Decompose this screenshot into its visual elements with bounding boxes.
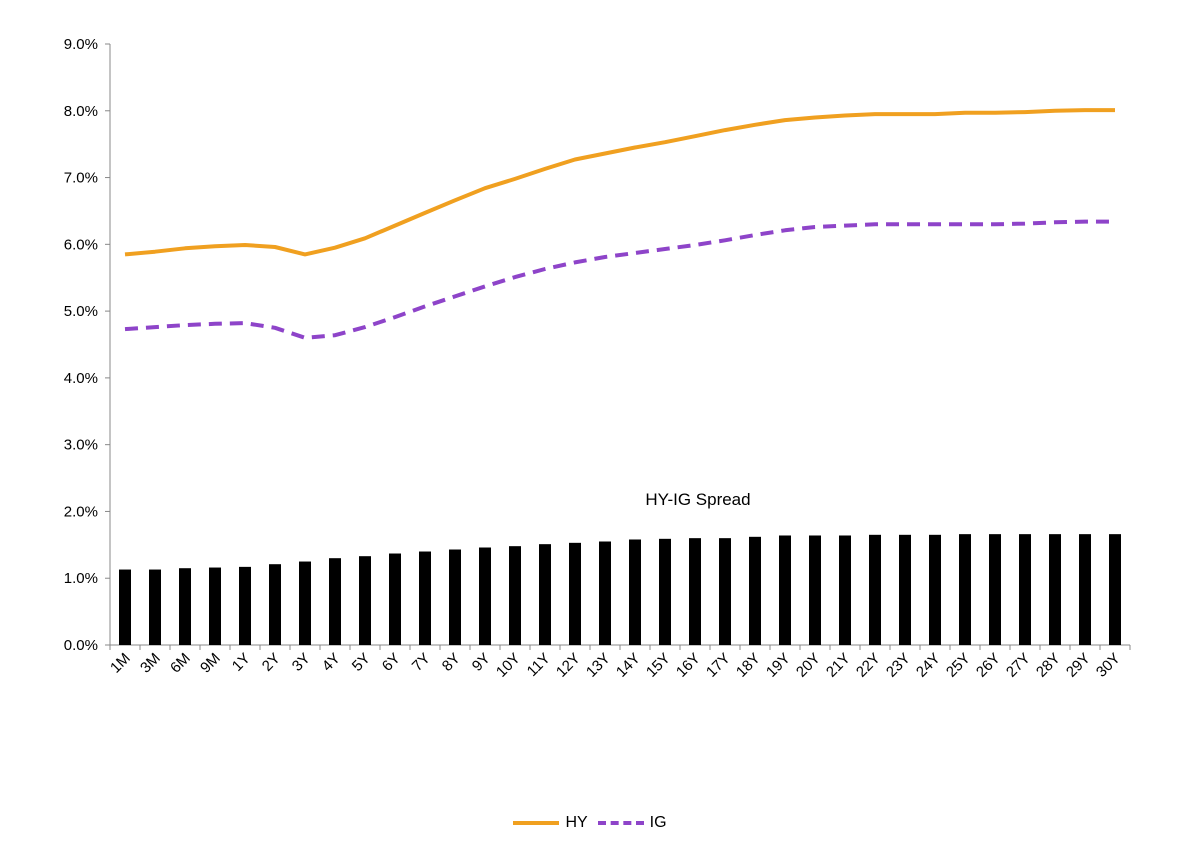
spread-bar <box>1049 534 1061 645</box>
x-tick-label: 3Y <box>289 650 314 675</box>
spread-bar <box>119 569 131 645</box>
x-tick-label: 8Y <box>439 650 464 675</box>
x-tick-label: 30Y <box>1093 650 1124 681</box>
spread-bar <box>659 538 671 645</box>
spread-bar <box>749 536 761 645</box>
spread-bar <box>359 556 371 645</box>
spread-bar <box>449 549 461 645</box>
spread-bar <box>299 561 311 645</box>
spread-bar <box>1019 534 1031 645</box>
x-tick-label: 6Y <box>379 650 404 675</box>
yield-lines <box>124 108 1115 340</box>
x-tick-label: 15Y <box>643 650 674 681</box>
spread-bar <box>689 538 701 645</box>
y-tick-label: 7.0% <box>64 170 98 187</box>
spread-bar <box>719 538 731 645</box>
x-tick-label: 7Y <box>409 650 434 675</box>
legend-label-ig: IG <box>649 814 667 831</box>
legend-swatch-ig <box>597 821 644 825</box>
legend-item-ig: IG <box>597 814 667 832</box>
spread-bar <box>179 568 191 645</box>
x-tick-label: 13Y <box>583 650 614 681</box>
x-tick-label: 25Y <box>943 650 974 681</box>
x-tick-label: 24Y <box>913 650 944 681</box>
x-tick-label: 29Y <box>1063 650 1094 681</box>
x-tick-label: 11Y <box>524 650 554 680</box>
y-tick-label: 6.0% <box>64 236 98 253</box>
x-tick-label: 4Y <box>319 650 344 675</box>
x-tick-label: 2Y <box>259 650 284 675</box>
y-tick-label: 4.0% <box>64 370 98 387</box>
x-tick-label: 28Y <box>1033 650 1064 681</box>
chart: 0.0% 1.0% 2.0% 3.0% 4.0% 5.0% 6.0% 7.0% 8.0% 9.0%… <box>64 36 1131 681</box>
spread-bar <box>899 534 911 645</box>
x-tick-label: 1Y <box>229 650 254 675</box>
spread-bar <box>929 534 941 645</box>
x-tick-label: 14Y <box>613 650 644 681</box>
spread-bar <box>569 542 581 645</box>
legend-label-hy: HY <box>565 814 588 831</box>
x-tick-label: 3M <box>137 650 164 677</box>
spread-bar <box>269 564 281 645</box>
legend-item-hy: HY <box>513 814 588 832</box>
spread-bar <box>989 534 1001 645</box>
legend: HY IG <box>0 814 1180 832</box>
x-tick-label: 26Y <box>973 650 1004 681</box>
y-tick-label: 1.0% <box>64 570 98 587</box>
spread-bar <box>839 535 851 645</box>
x-tick-label: 20Y <box>793 650 824 681</box>
x-tick-label: 6M <box>167 650 194 677</box>
spread-bar <box>599 541 611 645</box>
x-tick-label: 5Y <box>349 650 374 675</box>
x-tick-label: 18Y <box>733 650 764 681</box>
x-tick-label: 9M <box>197 650 224 677</box>
x-axis: 1M 3M 6M 9M 1Y 2Y 3Y 4Y 5Y 6Y 7Y 8Y 9Y 10Y 11Y 12Y 13Y 14… <box>107 644 1131 681</box>
x-tick-label: 17Y <box>703 650 734 681</box>
spread-bar <box>1079 534 1091 645</box>
spread-bar <box>539 544 551 645</box>
x-tick-label: 12Y <box>553 650 584 681</box>
spread-bar <box>779 535 791 645</box>
spread-bar <box>239 566 251 645</box>
spread-bar <box>329 558 341 645</box>
x-tick-label: 21Y <box>823 650 854 681</box>
x-tick-label: 9Y <box>469 650 494 675</box>
y-tick-label: 0.0% <box>64 637 98 654</box>
y-tick-label: 5.0% <box>64 303 98 320</box>
spread-bars <box>119 534 1121 645</box>
series-line-hy <box>124 108 1115 257</box>
x-tick-label: 23Y <box>883 650 914 681</box>
spread-bar <box>1109 534 1121 645</box>
y-tick-label: 3.0% <box>64 437 98 454</box>
x-tick-label: 10Y <box>493 650 524 681</box>
y-axis: 0.0% 1.0% 2.0% 3.0% 4.0% 5.0% 6.0% 7.0% 8.0% 9.0% <box>64 36 111 654</box>
spread-bar <box>509 546 521 645</box>
spread-bar <box>629 539 641 645</box>
y-tick-label: 8.0% <box>64 103 98 120</box>
x-tick-label: 1M <box>107 650 134 677</box>
spread-bar <box>869 534 881 645</box>
spread-bar <box>209 567 221 645</box>
spread-bar <box>959 534 971 645</box>
spread-annotation: HY-IG Spread <box>645 490 750 509</box>
legend-swatch-hy <box>513 821 560 825</box>
spread-bar <box>149 569 161 645</box>
spread-bar <box>419 551 431 645</box>
y-tick-label: 2.0% <box>64 503 98 520</box>
spread-bar <box>809 535 821 645</box>
x-tick-label: 22Y <box>853 650 884 681</box>
spread-bar <box>479 547 491 645</box>
y-tick-label: 9.0% <box>64 36 98 53</box>
spread-bar <box>389 553 401 645</box>
x-tick-label: 19Y <box>763 650 794 681</box>
x-tick-label: 16Y <box>673 650 704 681</box>
x-tick-label: 27Y <box>1003 650 1034 681</box>
series-line-ig <box>124 219 1115 340</box>
